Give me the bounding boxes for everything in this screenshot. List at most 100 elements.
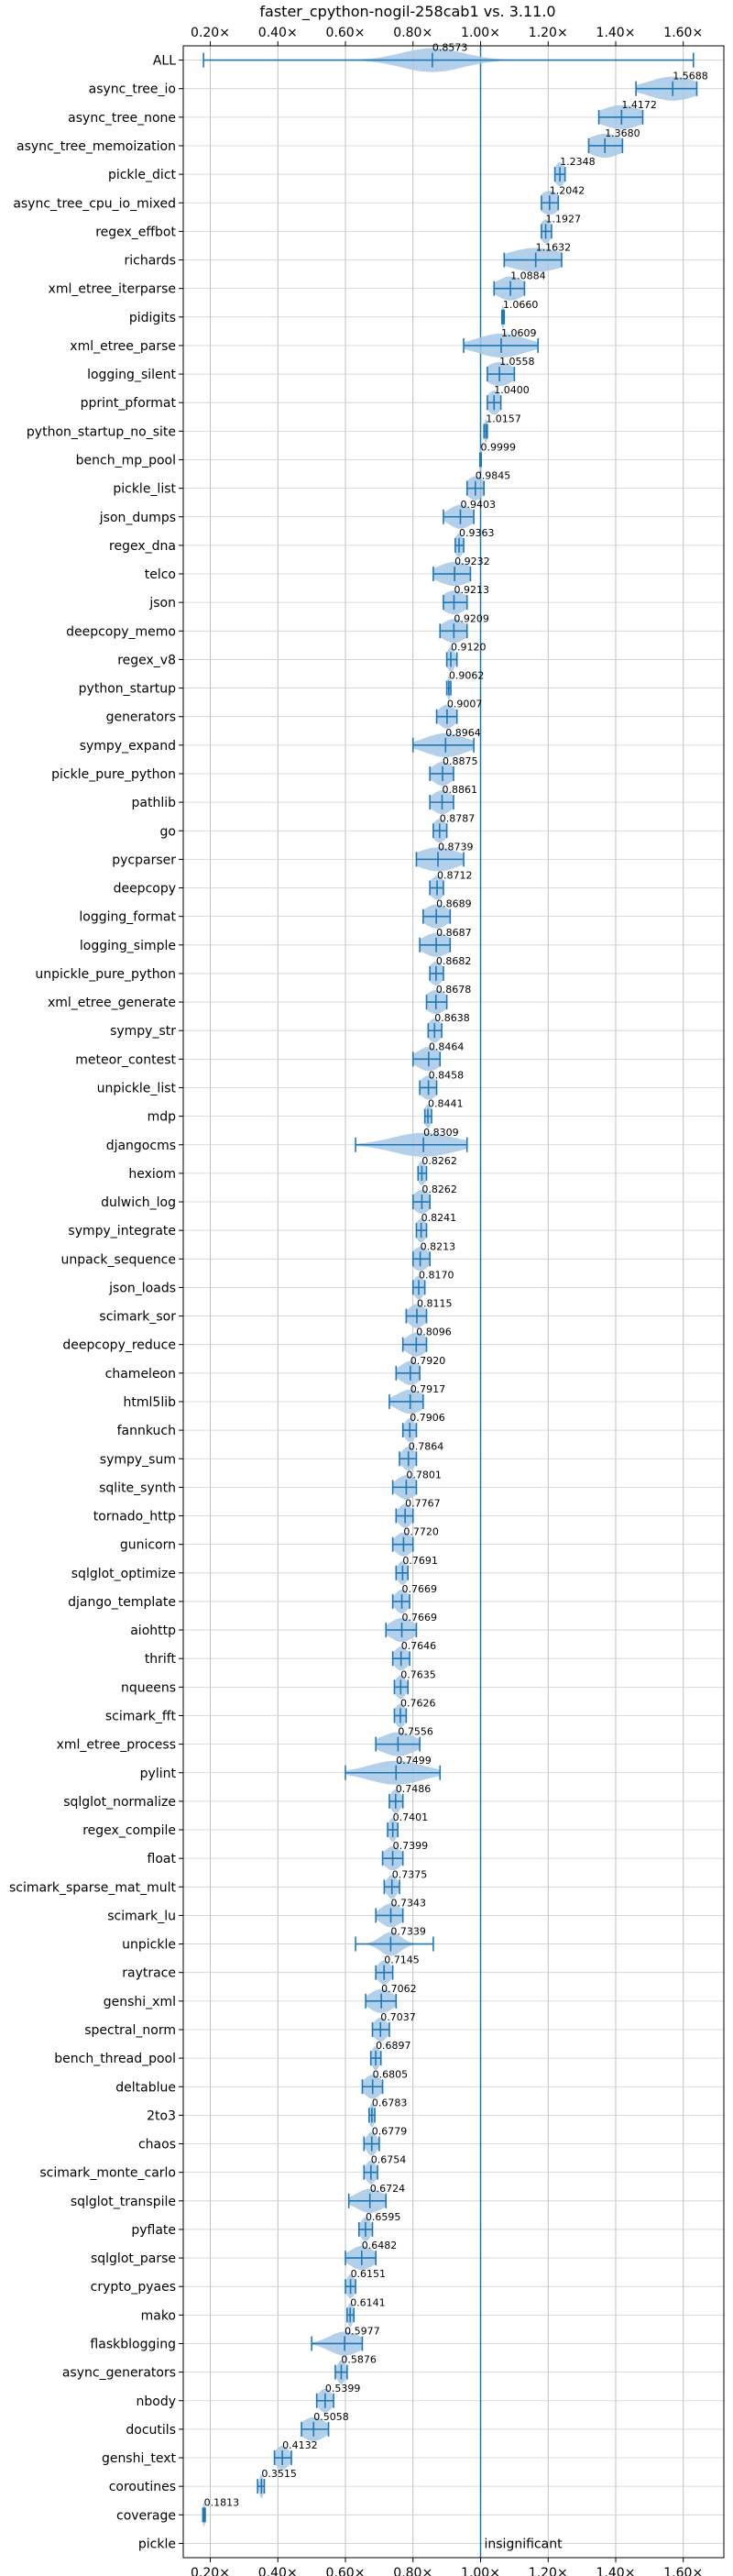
insignificant-note: insignificant: [485, 2537, 563, 2551]
x-tick-label-bottom: 1.00×: [461, 2566, 500, 2576]
value-label: 0.9232: [454, 556, 490, 567]
category-label: spectral_norm: [84, 2023, 176, 2038]
category-label: gunicorn: [120, 1538, 176, 1553]
category-label: scimark_lu: [107, 1909, 176, 1923]
category-label: sqlglot_parse: [91, 2251, 176, 2266]
value-label: 0.8115: [417, 1298, 453, 1310]
value-label: 0.8687: [436, 927, 472, 939]
value-label: 0.7691: [402, 1555, 438, 1567]
category-label: regex_v8: [117, 653, 176, 667]
plot-frame: [182, 45, 725, 2559]
category-label: regex_compile: [82, 1823, 176, 1838]
value-label: 0.8464: [429, 1040, 465, 1052]
category-label: unpack_sequence: [61, 1252, 176, 1267]
value-label: 0.7801: [406, 1469, 442, 1481]
category-label: pickle_pure_python: [51, 767, 176, 782]
value-label: 0.9120: [451, 641, 487, 653]
x-tick-label-top: 1.40×: [596, 26, 636, 40]
category-label: logging_silent: [87, 368, 176, 382]
category-label: bench_mp_pool: [76, 453, 176, 468]
value-label: 0.6779: [372, 2126, 408, 2138]
category-label: regex_dna: [109, 539, 176, 554]
value-label: 0.9999: [480, 441, 516, 453]
x-tick-label-top: 0.80×: [393, 26, 432, 40]
category-label: pidigits: [129, 311, 176, 325]
value-label: 1.3680: [605, 127, 640, 139]
value-label: 0.6141: [350, 2296, 386, 2308]
category-label: pickle: [138, 2537, 176, 2551]
category-label: sympy_integrate: [68, 1224, 176, 1238]
value-label: 0.8441: [428, 1098, 464, 1110]
x-tick-labels: 0.20× 0.20× 0.40× 0.40× 0.60× 0.60× 0.80× 0.80×…: [191, 26, 703, 2576]
category-label: genshi_text: [102, 2451, 177, 2466]
value-label: 0.5977: [345, 2325, 380, 2337]
value-label: 0.8964: [445, 727, 481, 739]
value-label: 0.8861: [442, 784, 477, 796]
x-tick-label-bottom: 1.40×: [596, 2566, 636, 2576]
value-label: 0.1813: [204, 2496, 240, 2508]
x-tick-label-top: 0.20×: [191, 26, 230, 40]
value-label: 0.3515: [261, 2468, 297, 2480]
category-label: xml_etree_process: [57, 1738, 176, 1753]
value-label: 0.6783: [372, 2097, 408, 2108]
category-label: go: [160, 824, 176, 839]
value-label: 0.8262: [421, 1155, 457, 1167]
category-label: hexiom: [128, 1167, 176, 1182]
value-label: 0.7486: [396, 1783, 432, 1795]
category-label: json_dumps: [99, 511, 176, 525]
value-label: 0.8712: [437, 870, 473, 882]
category-label: deltablue: [115, 2080, 176, 2095]
category-label: raytrace: [122, 1966, 176, 1981]
x-tick-label-bottom: 0.80×: [393, 2566, 432, 2576]
category-label: dulwich_log: [101, 1195, 176, 1210]
category-label: generators: [106, 710, 176, 725]
value-label: 0.8096: [416, 1327, 452, 1338]
value-label: 1.5688: [673, 71, 708, 83]
category-label: python_startup: [79, 682, 176, 697]
category-label: sqlglot_transpile: [71, 2195, 176, 2209]
x-tick-label-top: 0.60×: [326, 26, 366, 40]
value-label: 0.7499: [396, 1755, 432, 1767]
category-label: unpickle_pure_python: [35, 967, 176, 982]
category-label: djangocms: [106, 1139, 176, 1153]
category-label: bench_thread_pool: [54, 2052, 176, 2066]
value-label: 0.9007: [447, 699, 483, 710]
x-tick-label-bottom: 0.60×: [326, 2566, 366, 2576]
value-label: 0.7646: [401, 1640, 437, 1652]
value-label: 0.8262: [421, 1183, 457, 1195]
value-label: 0.7399: [393, 1840, 429, 1852]
category-label: nbody: [137, 2394, 177, 2409]
value-label: 0.8241: [421, 1212, 457, 1224]
category-label: coverage: [116, 2508, 176, 2523]
category-label: ALL: [153, 54, 176, 69]
category-label: python_startup_no_site: [27, 424, 176, 439]
value-label: 1.1632: [536, 242, 572, 254]
value-label: 0.5399: [325, 2383, 361, 2394]
category-label: pycparser: [112, 853, 176, 867]
category-label: scimark_monte_carlo: [39, 2166, 176, 2181]
category-label: sympy_sum: [100, 1452, 176, 1467]
value-label: 1.0884: [510, 270, 546, 282]
value-label: 0.8309: [423, 1127, 459, 1139]
category-label: aiohttp: [130, 1624, 176, 1638]
value-label: 0.6805: [373, 2068, 409, 2080]
category-label: docutils: [126, 2423, 176, 2438]
category-label: unpickle_list: [97, 1081, 177, 1095]
violins: 0.8573 1.5688 1.4172 1.3680 1.2348 1.2042 1.19…: [202, 42, 708, 2551]
category-label: regex_effbot: [95, 225, 176, 239]
value-label: 0.7401: [393, 1811, 429, 1823]
value-label: 0.8213: [421, 1240, 456, 1252]
value-label: 0.6754: [371, 2154, 407, 2166]
category-label: json: [148, 596, 176, 611]
x-tick-label-top: 1.60×: [663, 26, 703, 40]
value-label: 0.7037: [380, 2011, 416, 2023]
category-label: 2to3: [147, 2108, 176, 2123]
category-label: meteor_contest: [75, 1052, 176, 1067]
value-label: 0.9213: [454, 584, 489, 596]
category-label: pickle_dict: [108, 168, 177, 182]
category-label: sqlglot_optimize: [71, 1567, 176, 1581]
category-label: thrift: [145, 1652, 177, 1667]
value-label: 0.7669: [402, 1583, 438, 1595]
category-label: xml_etree_parse: [70, 339, 176, 354]
